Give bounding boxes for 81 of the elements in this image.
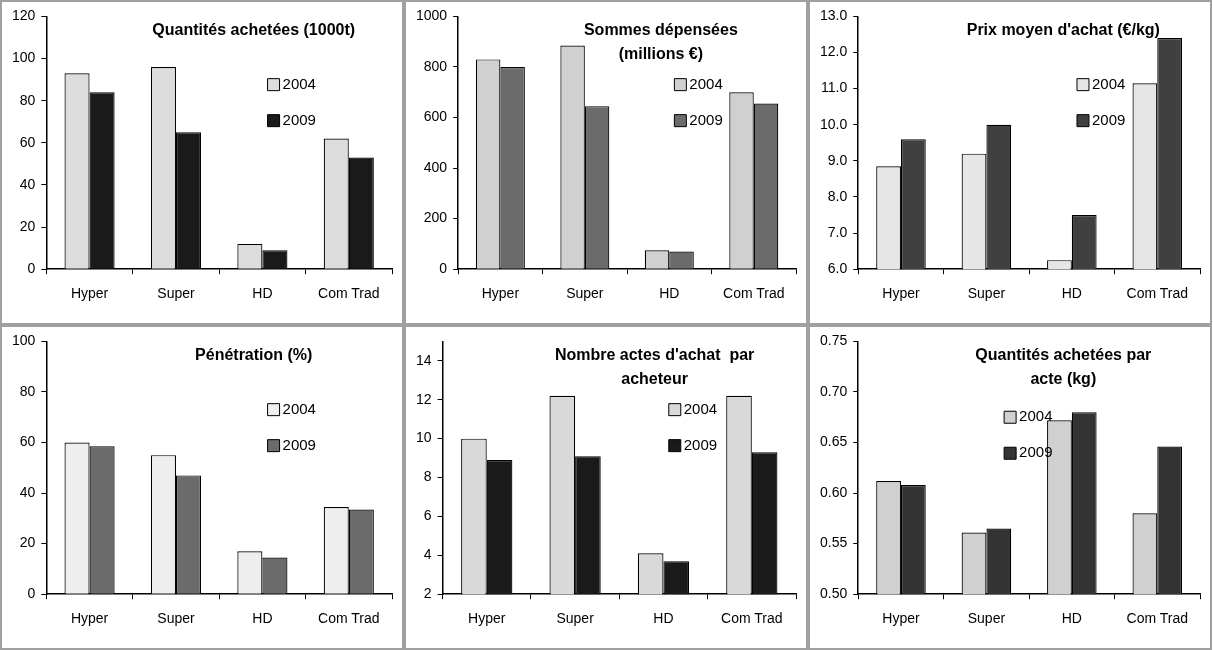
x-tick-label: Com Trad: [723, 285, 785, 302]
x-tick-label: Super: [566, 285, 604, 302]
legend-label: 2004: [683, 399, 718, 417]
text: Nombre actes d'achat par acheteur: [554, 345, 755, 387]
y-tick-label: 200: [423, 209, 448, 226]
y-tick-label: 0.75: [820, 332, 848, 349]
text: Quantités achetées par acte (kg): [975, 345, 1152, 387]
legend-label: 2004: [282, 74, 316, 92]
y-tick-label: 0: [439, 260, 448, 277]
y-tick-label: 40: [19, 483, 36, 500]
y-tick-label: 0.70: [820, 382, 848, 399]
x-tick-label: Hyper: [481, 285, 520, 302]
y-tick-label: 8.0: [827, 187, 848, 204]
legend-label: 2009: [683, 435, 718, 453]
y-tick-label: 8: [423, 468, 432, 485]
y-tick-label: 0.65: [820, 433, 848, 450]
y-tick-label: 0.60: [820, 483, 848, 500]
y-tick-label: 20: [19, 534, 36, 551]
x-tick-label: Com Trad: [1126, 610, 1189, 627]
y-tick-label: 13.0: [820, 7, 848, 24]
y-tick-label: 6.0: [827, 260, 848, 277]
y-tick-label: 1000: [415, 7, 448, 24]
legend-label: 2004: [1091, 74, 1126, 92]
legend-label: 2009: [282, 110, 316, 128]
chart-title: Quantités achetées (1000t): [152, 20, 356, 38]
legend-label: 2004: [1019, 407, 1053, 425]
y-tick-label: 100: [12, 49, 36, 66]
y-tick-label: 14: [415, 351, 432, 368]
x-tick-label: Super: [157, 285, 195, 302]
x-tick-label: HD: [1061, 610, 1082, 627]
y-tick-label: 0.50: [820, 585, 848, 602]
x-tick-label: Hyper: [882, 285, 920, 302]
y-tick-label: 80: [19, 382, 36, 399]
chart-title: Prix moyen d'achat (€/kg): [966, 20, 1160, 38]
x-tick-label: Hyper: [70, 285, 109, 302]
x-tick-label: Com Trad: [318, 610, 380, 627]
legend-label: 2009: [282, 435, 316, 453]
x-tick-label: Hyper: [468, 610, 506, 627]
y-tick-label: 600: [423, 108, 448, 125]
y-tick-label: 0.55: [820, 534, 848, 551]
x-tick-label: HD: [252, 610, 273, 627]
x-tick-label: Com Trad: [721, 610, 783, 627]
x-tick-label: Super: [967, 285, 1006, 302]
x-tick-label: HD: [653, 610, 674, 627]
y-tick-label: 11.0: [821, 79, 848, 96]
chart-title: Pénétration (%): [195, 345, 313, 363]
y-tick-label: 0: [27, 585, 36, 602]
y-tick-label: 6: [423, 507, 432, 524]
x-tick-label: Super: [157, 610, 195, 627]
text: Sommes dépensées (millions €): [583, 20, 738, 62]
y-tick-label: 10: [415, 429, 432, 446]
y-tick-label: 10.0: [820, 115, 848, 132]
x-tick-label: Com Trad: [1126, 285, 1189, 302]
y-tick-label: 2: [423, 585, 432, 602]
x-tick-label: Super: [967, 610, 1006, 627]
legend-label: 2009: [689, 110, 723, 128]
x-tick-label: Com Trad: [318, 285, 380, 302]
x-tick-label: HD: [252, 285, 273, 302]
y-tick-label: 800: [423, 57, 448, 74]
y-tick-label: 400: [423, 158, 448, 175]
y-tick-label: 9.0: [827, 151, 848, 168]
y-tick-label: 12.0: [820, 43, 848, 60]
legend-label: 2004: [689, 74, 723, 92]
x-tick-label: Hyper: [70, 610, 109, 627]
x-tick-label: Super: [556, 610, 595, 627]
y-tick-label: 80: [19, 91, 36, 108]
x-tick-label: HD: [659, 285, 680, 302]
y-tick-label: 0: [27, 260, 36, 277]
y-tick-label: 100: [12, 332, 36, 349]
y-tick-label: 120: [12, 7, 36, 24]
x-tick-label: Hyper: [882, 610, 920, 627]
y-tick-label: 12: [415, 390, 432, 407]
legend-label: 2004: [282, 399, 316, 417]
y-tick-label: 4: [423, 546, 432, 563]
y-tick-label: 60: [19, 133, 36, 150]
y-tick-label: 60: [19, 433, 36, 450]
y-tick-label: 40: [19, 175, 36, 192]
x-tick-label: HD: [1061, 285, 1082, 302]
y-tick-label: 20: [19, 217, 36, 234]
y-tick-label: 7.0: [827, 223, 848, 240]
legend-label: 2009: [1091, 110, 1126, 128]
